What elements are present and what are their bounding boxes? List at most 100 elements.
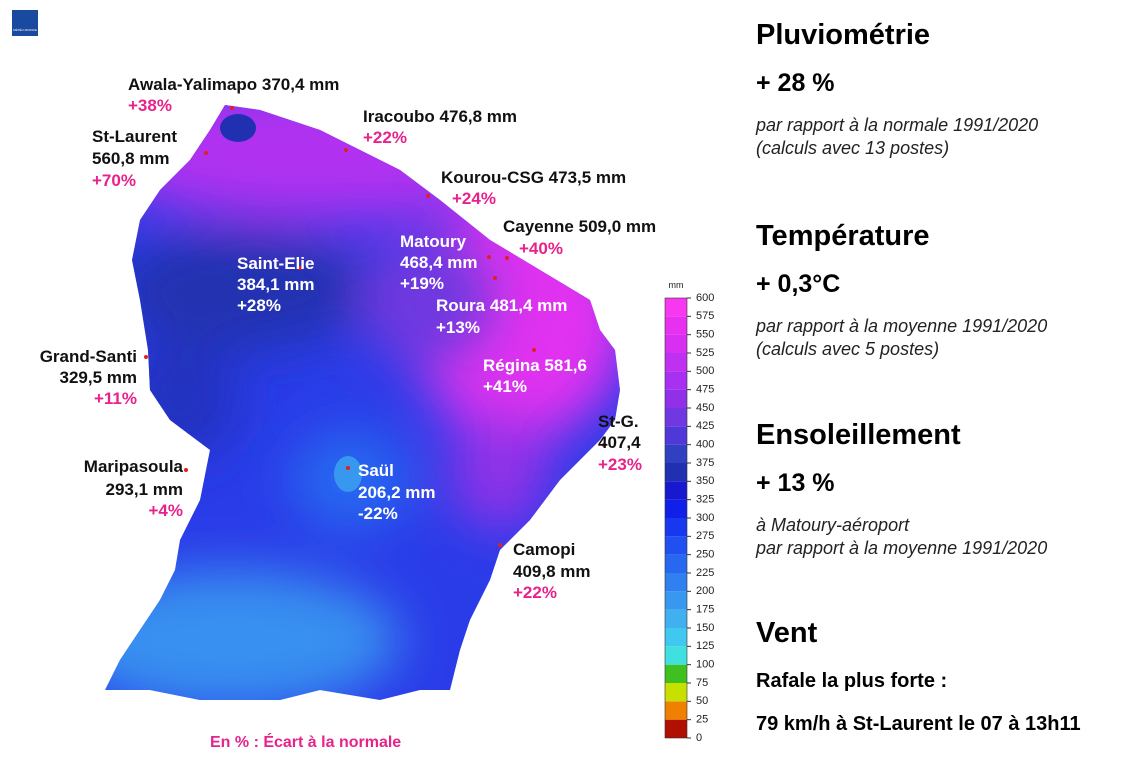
legend-swatch bbox=[665, 664, 687, 683]
station-label: Régina 581,6 bbox=[483, 356, 587, 375]
legend-tick-label: 525 bbox=[696, 347, 714, 359]
legend-tick-label: 75 bbox=[696, 677, 708, 689]
legend-swatch bbox=[665, 701, 687, 720]
legend-swatch bbox=[665, 628, 687, 647]
station-name: Kourou-CSG bbox=[441, 168, 544, 187]
section-value: + 0,3°C bbox=[756, 270, 840, 298]
section-subtitle: Rafale la plus forte : bbox=[756, 670, 947, 692]
station-anomaly: +22% bbox=[513, 583, 557, 602]
station-rain: 560,8 mm bbox=[92, 149, 170, 168]
legend-swatch bbox=[665, 353, 687, 372]
station-rain: 581,6 bbox=[544, 356, 587, 375]
logo bbox=[12, 10, 38, 36]
station-name: Iracoubo bbox=[363, 107, 435, 126]
section-note: par rapport à la normale 1991/2020 bbox=[755, 115, 1038, 135]
summary: Pluviométrie + 28 % par rapport à la norma… bbox=[755, 19, 1081, 735]
station-name: St-Laurent bbox=[92, 127, 177, 146]
station-name: Grand-Santi bbox=[40, 347, 137, 366]
legend-swatch bbox=[665, 334, 687, 353]
station-name: Maripasoula bbox=[84, 457, 184, 476]
station-name: Awala-Yalimapo bbox=[128, 75, 257, 94]
section-title: Température bbox=[756, 220, 930, 252]
station-label: Awala-Yalimapo 370,4 mm bbox=[128, 75, 339, 94]
station-rain: 370,4 mm bbox=[262, 75, 340, 94]
legend-swatch bbox=[665, 573, 687, 592]
station-name: St-G. bbox=[598, 412, 639, 431]
station-label: Roura 481,4 mm bbox=[436, 296, 567, 315]
legend-tick-label: 400 bbox=[696, 439, 714, 451]
legend-tick-label: 575 bbox=[696, 310, 714, 322]
station-anomaly: +38% bbox=[128, 96, 172, 115]
legend-tick-label: 25 bbox=[696, 714, 708, 726]
legend-tick-label: 600 bbox=[696, 292, 714, 304]
legend-swatch bbox=[665, 481, 687, 500]
station-rain: 407,4 bbox=[598, 433, 641, 452]
station-name: Roura bbox=[436, 296, 486, 315]
legend-tick-label: 50 bbox=[696, 695, 708, 707]
section-title: Ensoleillement bbox=[756, 419, 961, 451]
station-rain: 206,2 mm bbox=[358, 483, 436, 502]
station-rain: 468,4 mm bbox=[400, 253, 478, 272]
legend-tick-label: 150 bbox=[696, 622, 714, 634]
station-name: Saül bbox=[358, 461, 394, 480]
section-note: (calculs avec 5 postes) bbox=[756, 339, 939, 359]
station-anomaly: +28% bbox=[237, 296, 281, 315]
footnote: En % : Écart à la normale bbox=[210, 732, 401, 751]
station-name: Matoury bbox=[400, 232, 467, 251]
legend-tick-label: 175 bbox=[696, 604, 714, 616]
section-detail: 79 km/h à St-Laurent le 07 à 13h11 bbox=[756, 713, 1081, 735]
section-note: à Matoury-aéroport bbox=[756, 515, 910, 535]
section-note: par rapport à la moyenne 1991/2020 bbox=[755, 538, 1047, 558]
legend-swatch bbox=[665, 646, 687, 665]
station-anomaly: +4% bbox=[149, 501, 184, 520]
station-name: Camopi bbox=[513, 540, 575, 559]
legend-swatch bbox=[665, 609, 687, 628]
legend-swatch bbox=[665, 536, 687, 555]
legend-tick-label: 350 bbox=[696, 475, 714, 487]
legend-swatch bbox=[665, 591, 687, 610]
legend-tick-label: 475 bbox=[696, 384, 714, 396]
station-rain: 329,5 mm bbox=[60, 368, 138, 387]
section-value: + 13 % bbox=[756, 469, 835, 497]
legend-tick-label: 200 bbox=[696, 585, 714, 597]
station-anomaly: +40% bbox=[519, 239, 563, 258]
legend-tick-label: 275 bbox=[696, 530, 714, 542]
station-anomaly: -22% bbox=[358, 504, 398, 523]
station-name: Saint-Elie bbox=[237, 254, 314, 273]
station-rain: 476,8 mm bbox=[440, 107, 518, 126]
station-rain: 409,8 mm bbox=[513, 562, 591, 581]
station-name: Cayenne bbox=[503, 217, 574, 236]
section-value: + 28 % bbox=[756, 69, 835, 97]
legend-tick-label: 425 bbox=[696, 420, 714, 432]
color-legend: 0 25 50 75 100 125 150 175 200 225 250 275 300 325 350… bbox=[664, 292, 714, 744]
station-anomaly: +41% bbox=[483, 377, 527, 396]
legend-swatch bbox=[665, 316, 687, 335]
station-rain: 473,5 mm bbox=[549, 168, 627, 187]
station-label: Kourou-CSG 473,5 mm bbox=[441, 168, 626, 187]
legend-tick-label: 500 bbox=[696, 365, 714, 377]
station-rain: 293,1 mm bbox=[106, 480, 184, 499]
legend-tick-label: 0 bbox=[696, 732, 702, 744]
station-anomaly: +70% bbox=[92, 171, 136, 190]
legend-swatch bbox=[665, 408, 687, 427]
legend-tick-label: 225 bbox=[696, 567, 714, 579]
legend-swatch bbox=[665, 499, 687, 518]
logo-text: MÉTÉO FRANCE bbox=[13, 27, 37, 32]
station-anomaly: +19% bbox=[400, 274, 444, 293]
station-rain: 384,1 mm bbox=[237, 275, 315, 294]
station-label: Iracoubo 476,8 mm bbox=[363, 107, 517, 126]
legend-tick-label: 375 bbox=[696, 457, 714, 469]
station-name: Régina bbox=[483, 356, 540, 375]
section-note: (calculs avec 13 postes) bbox=[756, 138, 949, 158]
section-title: Vent bbox=[756, 617, 818, 649]
legend-swatch bbox=[665, 518, 687, 537]
legend-swatch bbox=[665, 444, 687, 463]
station-anomaly: +24% bbox=[452, 189, 496, 208]
station-rain: 481,4 mm bbox=[490, 296, 568, 315]
station-anomaly: +23% bbox=[598, 455, 642, 474]
legend-tick-label: 250 bbox=[696, 549, 714, 561]
legend-swatch bbox=[665, 554, 687, 573]
station-anomaly: +13% bbox=[436, 318, 480, 337]
station-labels: Awala-Yalimapo 370,4 mm +38% Iracoubo 47… bbox=[40, 75, 656, 602]
